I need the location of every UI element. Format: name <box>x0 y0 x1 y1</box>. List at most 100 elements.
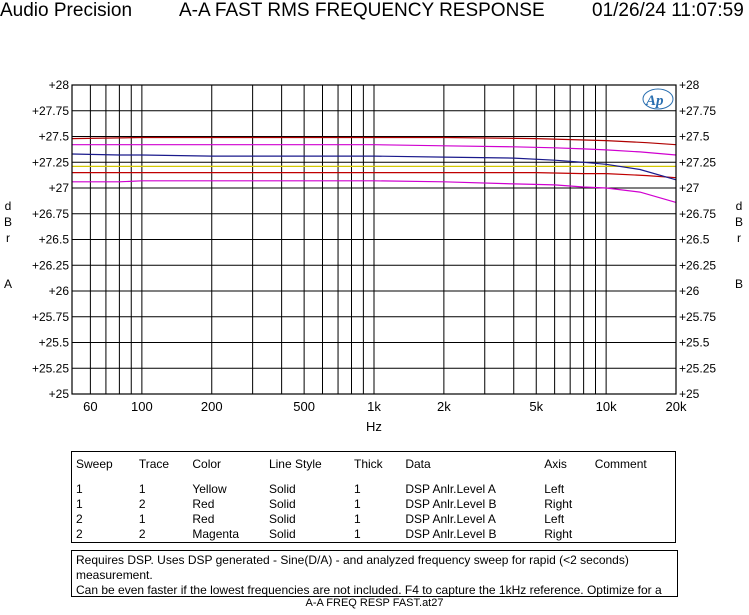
y-tick-label-right: +27 <box>679 181 700 195</box>
y-axis-label-right-char: B <box>734 277 743 291</box>
legend-cell: Solid <box>268 481 296 496</box>
legend-row[interactable]: 1 2 Red Solid 1 DSP Anlr.Level B Right <box>72 497 676 512</box>
y-tick-label-right: +25.25 <box>679 361 716 375</box>
file-name: A-A FREQ RESP FAST.at27 <box>305 597 444 609</box>
legend-cell: 1 <box>76 496 83 511</box>
y-tick-label-right: +27.25 <box>679 155 716 169</box>
legend-cell: 1 <box>353 526 361 541</box>
legend-col-header: Comment <box>594 457 647 472</box>
legend-row[interactable]: 2 2 Magenta Solid 1 DSP Anlr.Level B Right <box>72 527 676 543</box>
y-tick-label-left: +28 <box>49 78 70 92</box>
legend-col-header: Line Style <box>268 457 322 472</box>
timestamp: 01/26/24 11:07:59 <box>592 0 744 21</box>
legend-cell: 2 <box>76 511 83 526</box>
y-tick-label-left: +25.25 <box>32 361 69 375</box>
legend-cell: Red <box>192 496 215 511</box>
y-axis-label-left-char: r <box>6 231 10 245</box>
series-line-4 <box>72 144 677 156</box>
comment-line: measurement. <box>76 568 153 582</box>
legend-cell <box>591 527 676 543</box>
legend-col-header: Axis <box>544 457 567 472</box>
legend-cell: Right <box>544 496 573 511</box>
y-tick-label-left: +27.75 <box>32 104 69 118</box>
legend-cell: Solid <box>268 511 296 526</box>
series-line-6 <box>72 180 677 203</box>
x-tick-label: 2k <box>437 399 451 414</box>
legend-cell: Left <box>544 511 565 526</box>
brand-label: Audio Precision <box>0 0 133 21</box>
y-tick-label-right: +28 <box>679 78 700 92</box>
legend-cell: Left <box>544 481 565 496</box>
tick-labels: +28 +28 +27.75 +27.75 +27.5 +27.5 +27.25 +27.25… <box>32 78 716 414</box>
legend-cell: 2 <box>138 496 146 511</box>
y-axis-label-right-char: B <box>734 215 743 229</box>
series-line-5 <box>71 153 677 181</box>
legend-cell: 1 <box>353 481 361 496</box>
y-tick-label-right: +25.75 <box>679 310 716 324</box>
x-tick-label: 500 <box>293 399 315 414</box>
legend-cell: Red <box>192 511 215 526</box>
page-title: A-A FAST RMS FREQUENCY RESPONSE <box>179 0 545 21</box>
x-tick-label: 10k <box>596 399 617 414</box>
legend-cell: 1 <box>76 481 83 496</box>
series-line-3 <box>71 136 677 146</box>
y-tick-label-right: +26.5 <box>679 233 710 247</box>
ap-logo-icon: Ap <box>642 88 674 110</box>
x-axis-label: Hz <box>366 419 382 434</box>
legend-cell: DSP Anlr.Level B <box>405 526 497 541</box>
plot-frame <box>71 84 677 395</box>
legend-cell: 2 <box>76 526 83 541</box>
y-tick-label-right: +26 <box>679 284 700 298</box>
legend-col-header: Thick <box>353 457 383 472</box>
y-axis-label-right-char: r <box>737 231 741 245</box>
y-tick-label-right: +27.75 <box>679 104 716 118</box>
y-tick-label-left: +27.25 <box>32 155 69 169</box>
x-tick-label: 1k <box>367 399 381 414</box>
legend-row[interactable]: 1 1 Yellow Solid 1 DSP Anlr.Level A Left <box>72 482 676 497</box>
legend-cell: 1 <box>138 511 146 526</box>
comment-line: Requires DSP. Uses DSP generated - Sine(… <box>76 553 629 567</box>
legend-cell: Right <box>544 526 573 541</box>
y-axis-label-left-char: d <box>4 199 12 213</box>
legend-cell: DSP Anlr.Level B <box>405 496 497 511</box>
legend-row[interactable]: 2 1 Red Solid 1 DSP Anlr.Level A Left <box>72 512 676 527</box>
y-tick-label-left: +25 <box>49 387 70 401</box>
y-tick-label-right: +26.25 <box>679 258 716 272</box>
x-tick-label: 200 <box>201 399 223 414</box>
legend-cell: Solid <box>268 526 296 541</box>
y-axis-label-left-char: A <box>3 277 12 291</box>
legend-cell <box>591 512 676 527</box>
x-tick-label: 20k <box>666 399 687 414</box>
y-tick-label-left: +26.25 <box>32 258 69 272</box>
y-tick-label-right: +25.5 <box>679 336 710 350</box>
legend-cell: 1 <box>138 481 146 496</box>
comment-line: Can be even faster if the lowest frequen… <box>76 583 662 597</box>
y-tick-label-left: +26.5 <box>39 233 70 247</box>
y-axis-label-left-char: B <box>3 215 12 229</box>
legend-cell: DSP Anlr.Level A <box>405 511 496 526</box>
y-axis-label-right-char: d <box>735 199 743 213</box>
y-tick-label-left: +25.75 <box>32 310 69 324</box>
legend-cell <box>591 482 676 497</box>
legend-col-header: Data <box>405 457 431 472</box>
y-axis-label-left-char <box>2 248 14 278</box>
legend-col-header: Trace <box>138 457 170 472</box>
grid <box>71 84 677 395</box>
series-layer <box>71 136 677 203</box>
x-tick-label: 60 <box>83 399 97 414</box>
legend-cell <box>591 497 676 512</box>
legend-cell: Yellow <box>192 481 227 496</box>
legend-cell: DSP Anlr.Level A <box>405 481 496 496</box>
legend-cell: 1 <box>353 496 361 511</box>
trace-legend-table: Sweep Trace Color Line Style Thick Data Axis Co… <box>71 451 676 543</box>
y-tick-label-left: +27 <box>49 181 70 195</box>
y-tick-label-left: +27.5 <box>39 130 70 144</box>
legend-col-header: Sweep <box>76 457 113 472</box>
ap-logo-text: Ap <box>645 93 664 109</box>
legend-cell: 2 <box>138 526 146 541</box>
y-tick-label-left: +25.5 <box>39 336 70 350</box>
legend-col-header: Color <box>192 457 222 472</box>
y-tick-label-right: +25 <box>679 387 700 401</box>
